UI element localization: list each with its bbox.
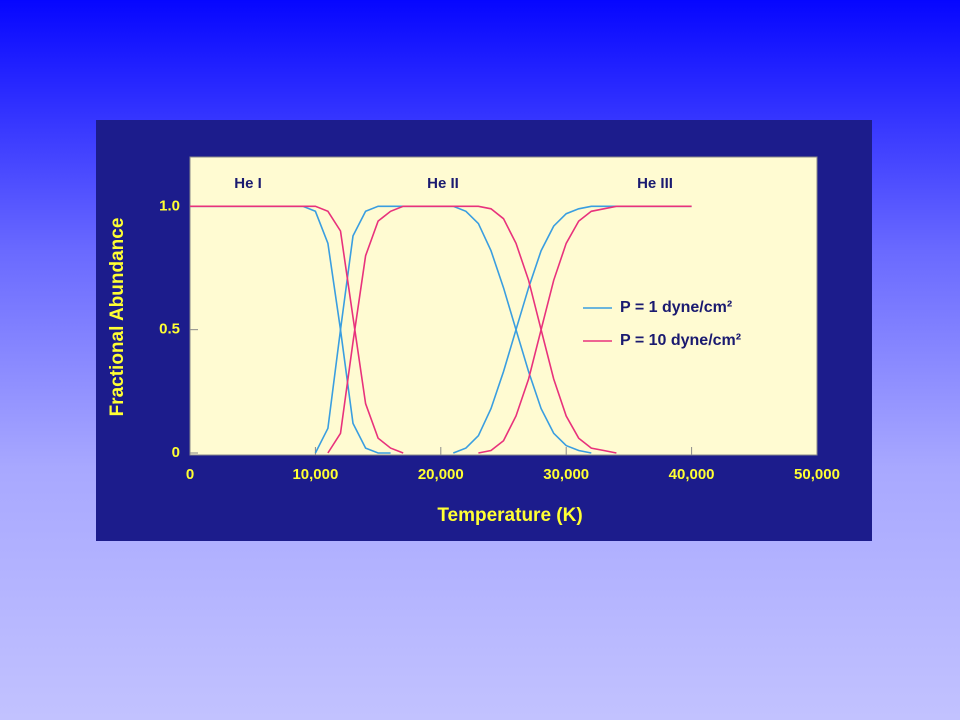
y-tick-label: 1.0 (159, 197, 180, 214)
x-tick-label: 30,000 (543, 466, 589, 483)
abundance-line (478, 205, 692, 454)
ion-label: He II (427, 175, 459, 192)
abundance-line (190, 205, 404, 454)
x-axis-title: Temperature (K) (437, 505, 582, 526)
y-axis-title: Fractional Abundance (107, 218, 128, 417)
ion-label: He I (234, 175, 262, 192)
x-tick-label: 0 (186, 466, 194, 483)
legend-label: P = 10 dyne/cm² (620, 332, 741, 349)
y-tick-label: 0 (172, 444, 180, 461)
x-tick-label: 50,000 (794, 466, 840, 483)
ion-label: He III (637, 175, 673, 192)
abundance-line (327, 205, 617, 454)
x-tick-label: 40,000 (669, 466, 715, 483)
y-tick-label: 0.5 (159, 321, 180, 338)
legend-label: P = 1 dyne/cm² (620, 299, 732, 316)
x-tick-label: 20,000 (418, 466, 464, 483)
x-tick-label: 10,000 (292, 466, 338, 483)
